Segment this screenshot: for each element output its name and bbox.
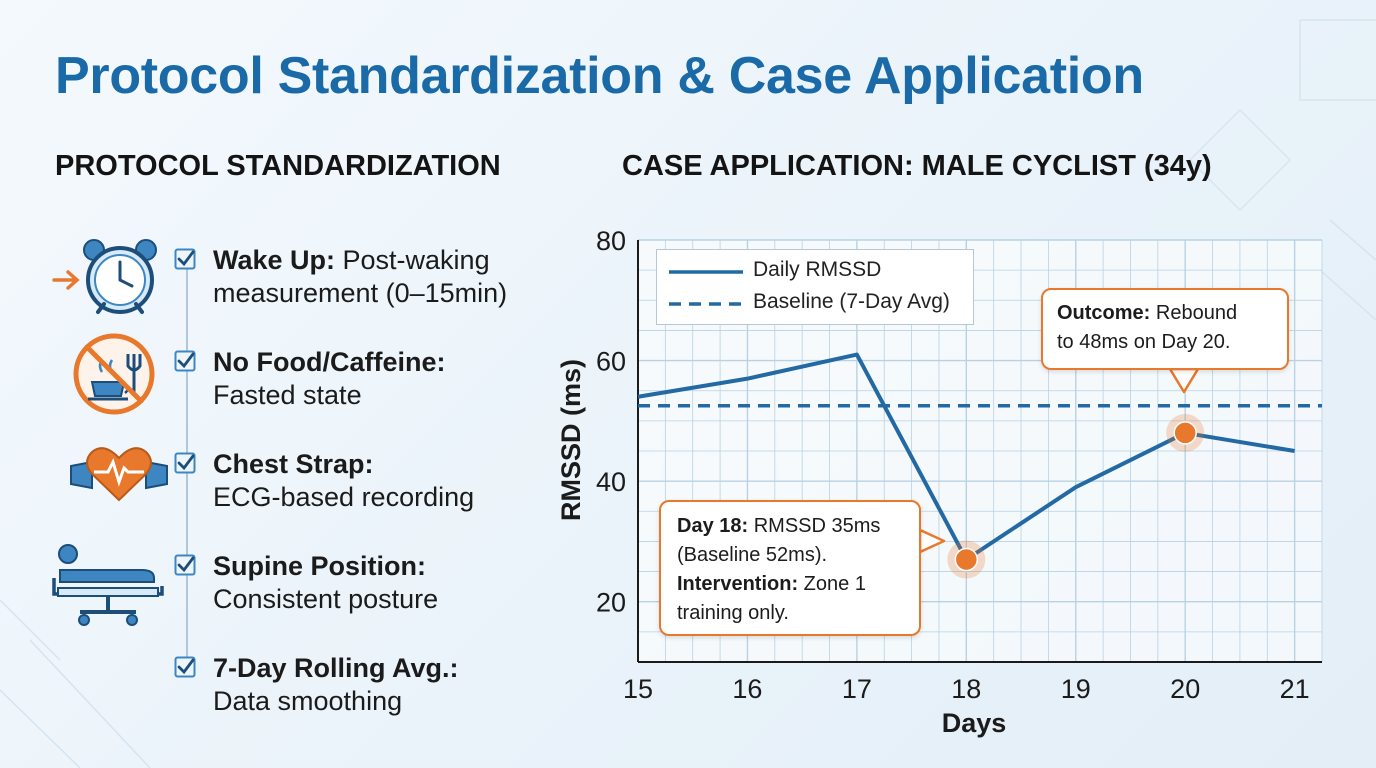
- y-tick-label: 20: [596, 588, 626, 618]
- annotation-outcome-label: Outcome:: [1057, 302, 1151, 324]
- legend-swatch-solid: [669, 270, 743, 274]
- legend-label-baseline: Baseline (7-Day Avg): [753, 290, 950, 313]
- protocol-item-label: 7-Day Rolling Avg.:: [213, 653, 459, 683]
- y-axis-label: RMSSD (ms): [556, 359, 586, 521]
- highlight-point: [954, 547, 979, 572]
- annotation-outcome-text1: Rebound: [1150, 302, 1238, 324]
- x-tick-label: 17: [842, 674, 872, 704]
- checkbox-check-icon: [174, 248, 196, 270]
- protocol-item-line2: Data smoothing: [213, 686, 403, 716]
- y-tick-label: 60: [596, 347, 626, 377]
- x-tick-label: 18: [951, 674, 981, 704]
- annotation-day18-text1: RMSSD 35ms: [748, 515, 881, 537]
- chart-legend: Daily RMSSD Baseline (7-Day Avg): [656, 249, 974, 325]
- annotation-day18-text2: (Baseline 52ms).: [677, 544, 828, 566]
- checkbox-check-icon: [174, 554, 196, 576]
- annotation-day18-text3: Zone 1: [798, 573, 866, 595]
- annotation-day18-text4: training only.: [677, 602, 789, 624]
- chest-strap-heart-icon: [70, 447, 168, 502]
- annotation-day18: Day 18: RMSSD 35ms (Baseline 52ms). Inte…: [659, 500, 921, 636]
- protocol-item-label: No Food/Caffeine:: [213, 347, 446, 377]
- checkbox-check-icon: [174, 452, 196, 474]
- annotation-outcome: Outcome: Rebound to 48ms on Day 20.: [1041, 288, 1289, 370]
- annotation-intervention-label: Intervention:: [677, 573, 799, 595]
- no-food-caffeine-icon: [73, 333, 155, 415]
- protocol-item-label: Chest Strap:: [213, 449, 374, 479]
- x-tick-label: 21: [1280, 674, 1310, 704]
- x-tick-label: 16: [732, 674, 762, 704]
- checkbox-check-icon: [174, 350, 196, 372]
- protocol-item-line2: ECG-based recording: [213, 482, 475, 512]
- alarm-clock-icon: [52, 239, 157, 314]
- protocol-section-title: PROTOCOL STANDARDIZATION: [55, 150, 501, 182]
- y-tick-label: 80: [596, 226, 626, 256]
- x-tick-label: 20: [1170, 674, 1200, 704]
- protocol-item-label: Wake Up:: [213, 245, 336, 275]
- protocol-item-line1: Post-waking: [335, 245, 490, 275]
- annotation-outcome-text2: to 48ms on Day 20.: [1057, 331, 1231, 353]
- protocol-item-text: Chest Strap: ECG-based recording: [213, 448, 474, 514]
- protocol-item-line2: measurement (0–15min): [213, 278, 508, 308]
- supine-person-bed-icon: [52, 544, 164, 626]
- protocol-item-line2: Fasted state: [213, 380, 362, 410]
- protocol-item-text: 7-Day Rolling Avg.: Data smoothing: [213, 652, 459, 718]
- page-title: Protocol Standardization & Case Applicat…: [55, 47, 1144, 105]
- protocol-item-line2: Consistent posture: [213, 584, 439, 614]
- legend-swatch-dashed: [669, 302, 743, 306]
- highlight-point: [1173, 421, 1197, 445]
- legend-label-daily: Daily RMSSD: [753, 258, 882, 281]
- checkbox-check-icon: [174, 656, 196, 678]
- x-tick-label: 15: [623, 674, 653, 704]
- protocol-item-label: Supine Position:: [213, 551, 426, 581]
- protocol-item-text: No Food/Caffeine: Fasted state: [213, 346, 445, 412]
- x-axis-label: Days: [942, 708, 1007, 738]
- x-tick-label: 19: [1061, 674, 1091, 704]
- annotation-day18-label: Day 18:: [677, 515, 749, 537]
- protocol-item-text: Wake Up: Post-waking measurement (0–15min…: [213, 244, 507, 310]
- y-tick-label: 40: [596, 467, 626, 497]
- case-section-title: CASE APPLICATION: MALE CYCLIST (34y): [622, 150, 1212, 182]
- protocol-item-text: Supine Position: Consistent posture: [213, 550, 438, 616]
